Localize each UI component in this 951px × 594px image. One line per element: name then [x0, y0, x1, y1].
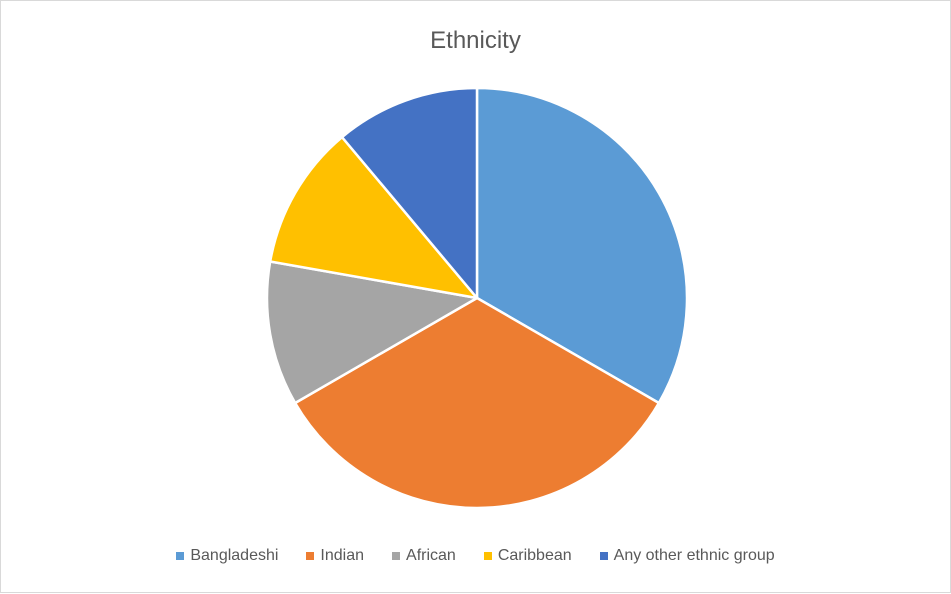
legend-swatch	[483, 552, 492, 560]
legend-item-indian: Indian	[306, 547, 364, 565]
legend-label: Caribbean	[497, 547, 572, 564]
legend-label: African	[406, 547, 456, 564]
pie-slices	[265, 86, 689, 510]
pie-slice-any-other-ethnic-group	[340, 86, 479, 300]
pie-slice-indian	[293, 296, 661, 510]
legend-label: Indian	[320, 547, 365, 564]
pie-slice-caribbean	[268, 135, 479, 300]
legend-item-caribbean: Caribbean	[483, 547, 572, 565]
chart-title: Ethnicity	[430, 27, 521, 54]
legend-label: Any other ethnic group	[613, 547, 775, 564]
legend-item-african: African	[392, 547, 456, 565]
legend-item-any-other-ethnic-group: Any other ethnic group	[599, 547, 775, 565]
legend-swatch	[306, 552, 315, 560]
legend-swatch	[599, 552, 608, 560]
legend: Bangladeshi Indian African Caribbean Any oth…	[1, 547, 950, 565]
legend-swatch	[392, 552, 401, 560]
pie-slice-african	[265, 260, 479, 405]
legend-swatch	[176, 552, 185, 560]
pie-slice-bangladeshi	[475, 86, 689, 405]
legend-item-bangladeshi: Bangladeshi	[176, 547, 278, 565]
legend-label: Bangladeshi	[190, 547, 279, 564]
